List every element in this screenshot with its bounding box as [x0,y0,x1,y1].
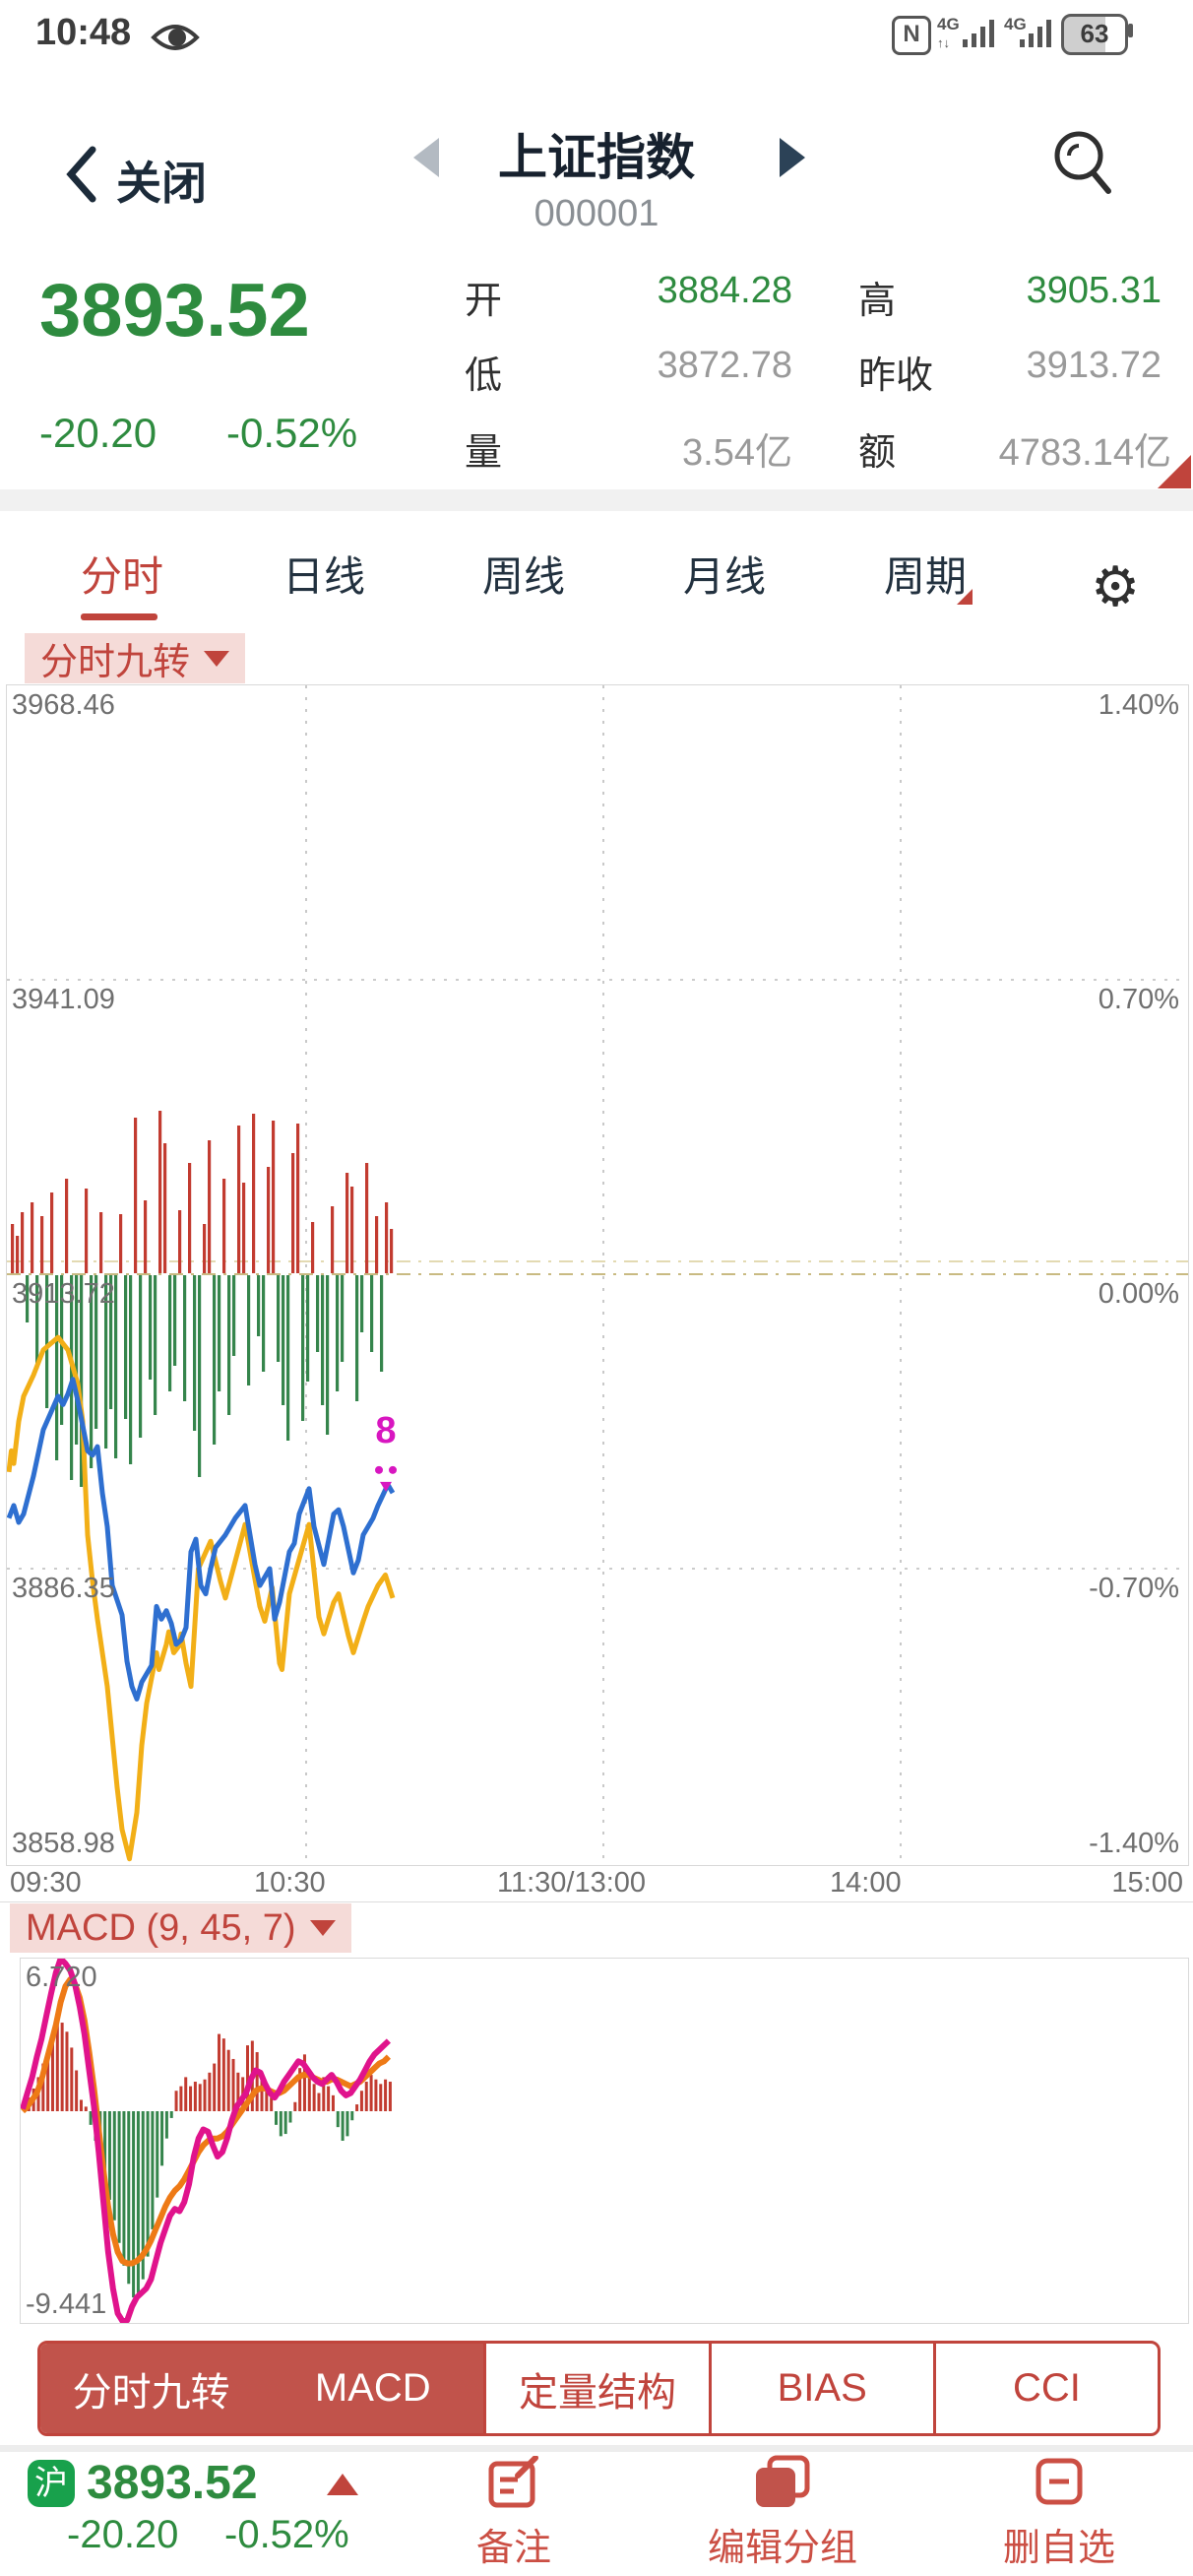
sub-indicator-label: MACD (9, 45, 7) [26,1906,296,1949]
x-1400: 14:00 [830,1867,902,1899]
axis-row-border [0,1901,1193,1902]
close-button[interactable]: 关闭 [116,158,207,209]
bottom-change-pct: -0.52% [224,2513,349,2556]
period-submenu-triangle-icon [957,589,973,605]
macd-min-label: -9.441 [26,2288,107,2320]
back-button[interactable] [65,146,98,203]
x-0930: 09:30 [10,1867,82,1899]
stock-code: 000001 [534,193,659,234]
y-left-4: 3886.35 [12,1573,115,1604]
segment-cci[interactable]: CCI [932,2344,1158,2433]
tab-period[interactable]: 周期 [884,553,968,600]
signal-4g-icon-1: 4G ↑↓ [937,14,1002,53]
segment-macd[interactable]: MACD [262,2344,484,2433]
macd-max-label: 6.720 [26,1962,97,1993]
status-bar: 10:48 N 4G ↑↓ 4G 63 [0,0,1193,61]
quote-fold-corner-icon[interactable] [1158,455,1191,488]
battery-nub [1128,24,1133,37]
settings-gear-icon[interactable]: ⚙ [1091,555,1141,617]
svg-text:8: 8 [375,1410,396,1451]
clock: 10:48 [35,12,132,53]
sub-indicator-selector[interactable]: MACD (9, 45, 7) [10,1903,351,1953]
x-1030: 10:30 [254,1867,326,1899]
x-axis-row: 09:30 10:30 11:30/13:00 14:00 15:00 [0,1867,1193,1900]
note-edit-icon[interactable] [488,2456,541,2509]
last-price: 3893.52 [39,269,310,353]
svg-text:4G: 4G [937,15,960,33]
up-triangle-icon [327,2474,358,2495]
tab-daily[interactable]: 日线 [283,553,366,600]
y-left-2: 3941.09 [12,984,115,1015]
svg-text:4G: 4G [1004,15,1027,33]
bottom-change: -20.20 [67,2513,179,2556]
search-icon[interactable] [1051,128,1114,197]
field-value-high: 3905.31 [1026,270,1162,311]
field-label-open: 开 [465,281,503,322]
segment-quant-structure[interactable]: 定量结构 [483,2344,708,2433]
signal-4g-icon-2: 4G [1004,14,1059,53]
field-label-prev-close: 昨收 [858,355,934,397]
x-1500: 15:00 [1111,1867,1183,1899]
y-left-1: 3968.46 [12,689,115,721]
edit-group-icon[interactable] [752,2454,813,2511]
eye-icon [150,20,201,55]
field-value-prev-close: 3913.72 [1026,345,1162,386]
active-tab-underline [81,613,157,620]
x-1130-1300: 11:30/13:00 [497,1867,647,1899]
section-divider [0,489,1193,511]
field-value-low: 3872.78 [657,345,792,386]
note-button[interactable]: 备注 [475,2528,551,2569]
price-change-pct: -0.52% [226,410,358,456]
battery-icon: 63 [1061,14,1128,55]
y-right-1: 1.40% [1098,689,1179,721]
chevron-down-icon [309,1920,336,1936]
y-right-3: 0.00% [1098,1278,1179,1310]
field-label-low: 低 [465,355,503,397]
field-value-open: 3884.28 [657,270,792,311]
nfc-icon: N [892,16,931,55]
segment-nine-turn[interactable]: 分时九转 [40,2344,263,2433]
market-badge: 沪 [28,2460,75,2507]
y-left-5: 3858.98 [12,1828,115,1859]
macd-chart[interactable] [20,1958,1189,2324]
field-value-volume: 3.54亿 [682,432,792,474]
main-indicator-label: 分时九转 [40,642,191,683]
page-title: 上证指数 [498,130,695,185]
field-label-high: 高 [858,281,897,322]
bottom-divider [0,2445,1193,2452]
indicator-segment-bar: 分时九转 MACD 定量结构 BIAS CCI [37,2341,1161,2436]
y-left-3: 3913.72 [12,1278,115,1310]
chevron-down-icon [204,650,230,667]
y-right-4: -0.70% [1089,1573,1179,1604]
y-right-2: 0.70% [1098,984,1179,1015]
price-change: -20.20 [39,410,157,456]
svg-text:↑↓: ↑↓ [937,35,950,50]
field-value-amount: 4783.14亿 [998,432,1171,474]
next-stock-arrow-icon[interactable] [780,138,805,177]
edit-group-button[interactable]: 编辑分组 [707,2528,857,2569]
main-indicator-selector[interactable]: 分时九转 [25,633,246,683]
tab-weekly[interactable]: 周线 [482,553,566,600]
prev-stock-arrow-icon[interactable] [413,138,439,177]
remove-watchlist-button[interactable]: 删自选 [1002,2528,1115,2569]
field-label-volume: 量 [465,432,503,474]
field-label-amount: 额 [858,432,897,474]
y-right-5: -1.40% [1089,1828,1179,1859]
remove-watchlist-icon[interactable] [1036,2458,1083,2505]
segment-bias[interactable]: BIAS [708,2344,933,2433]
tab-monthly[interactable]: 月线 [683,553,767,600]
bottom-last-price: 3893.52 [87,2457,258,2509]
tab-minute[interactable]: 分时 [81,553,164,600]
intraday-chart[interactable]: 8 [6,684,1189,1866]
